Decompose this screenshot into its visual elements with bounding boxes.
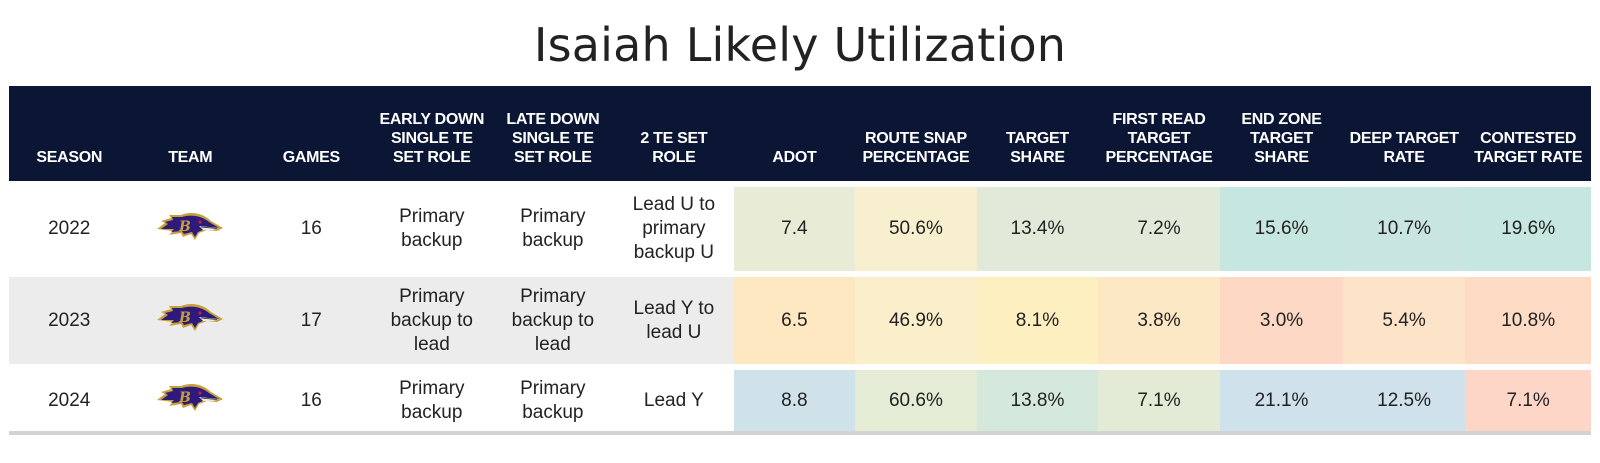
- header-team: TEAM: [168, 149, 213, 166]
- cell-contested: 7.1%: [1465, 367, 1591, 433]
- header-target-share: TARGET SHARE: [1006, 130, 1069, 166]
- cell-team: B: [130, 274, 252, 367]
- cell-deep: 10.7%: [1342, 184, 1466, 274]
- cell-deep: 12.5%: [1342, 367, 1466, 433]
- cell-late-down-role: Primary backup to lead: [511, 285, 595, 355]
- svg-text:B: B: [178, 390, 191, 406]
- header-early-down-role: EARLY DOWN SINGLE TE SET ROLE: [379, 111, 485, 166]
- cell-first-read: 7.2%: [1097, 184, 1221, 274]
- cell-adot: 6.5: [734, 274, 855, 367]
- cell-team: B: [130, 367, 252, 433]
- utilization-table: SEASON TEAM GAMES EARLY DOWN SINGLE TE S…: [9, 86, 1591, 435]
- cell-first-read: 3.8%: [1097, 274, 1221, 367]
- cell-season: 2024: [48, 389, 91, 411]
- cell-contested: 19.6%: [1465, 184, 1591, 274]
- cell-adot: 7.4: [734, 184, 855, 274]
- table-row: 2024 B 16 Primary backup Primary backup Lea…: [9, 367, 1591, 433]
- cell-adot: 8.8: [734, 367, 855, 433]
- cell-early-down-role: Primary backup: [399, 206, 465, 251]
- cell-target-share: 8.1%: [977, 274, 1098, 367]
- cell-early-down-role: Primary backup to lead: [390, 285, 474, 355]
- cell-target-share: 13.8%: [977, 367, 1098, 433]
- header-contested: CONTESTED TARGET RATE: [1474, 130, 1583, 166]
- cell-end-zone: 15.6%: [1220, 184, 1343, 274]
- baltimore-ravens-logo-icon: B: [157, 212, 224, 240]
- table-row: 2023 B 17 Primary backup to lead Primary b…: [9, 274, 1591, 367]
- cell-route-snap: 60.6%: [854, 367, 978, 433]
- cell-end-zone: 21.1%: [1220, 367, 1343, 433]
- cell-season: 2022: [48, 218, 91, 239]
- cell-route-snap: 46.9%: [854, 274, 978, 367]
- cell-deep: 5.4%: [1342, 274, 1466, 367]
- header-route-snap: ROUTE SNAP PERCENTAGE: [862, 130, 970, 166]
- cell-contested: 10.8%: [1465, 274, 1591, 367]
- cell-games: 17: [300, 309, 322, 331]
- cell-two-te-role: Lead Y to lead U: [633, 297, 715, 343]
- cell-season: 2023: [48, 309, 91, 331]
- header-season: SEASON: [36, 149, 103, 166]
- baltimore-ravens-logo-icon: B: [157, 304, 224, 331]
- header-late-down-role: LATE DOWN SINGLE TE SET ROLE: [506, 111, 600, 166]
- cell-games: 16: [300, 218, 322, 239]
- header-adot: ADOT: [772, 149, 817, 166]
- header-end-zone: END ZONE TARGET SHARE: [1241, 111, 1322, 166]
- table-row: 2022 B 16 Primary backup Primary backup Lea…: [9, 184, 1591, 274]
- cell-end-zone: 3.0%: [1220, 274, 1343, 367]
- cell-route-snap: 50.6%: [854, 184, 978, 274]
- baltimore-ravens-logo-icon: B: [157, 384, 224, 411]
- table-title: Isaiah Likely Utilization: [533, 18, 1067, 72]
- cell-first-read: 7.1%: [1097, 367, 1221, 433]
- svg-text:B: B: [178, 219, 191, 235]
- header-two-te-role: 2 TE SET ROLE: [640, 130, 708, 166]
- cell-early-down-role: Primary backup: [399, 377, 465, 423]
- cell-target-share: 13.4%: [977, 184, 1098, 274]
- header-row: SEASON TEAM GAMES EARLY DOWN SINGLE TE S…: [9, 86, 1591, 184]
- header-first-read: FIRST READ TARGET PERCENTAGE: [1105, 111, 1213, 166]
- cell-late-down-role: Primary backup: [520, 377, 586, 423]
- header-deep: DEEP TARGET RATE: [1349, 130, 1459, 166]
- cell-two-te-role: Lead Y: [643, 389, 704, 411]
- header-games: GAMES: [282, 149, 340, 166]
- cell-two-te-role: Lead U to primary backup U: [632, 194, 716, 263]
- cell-team: B: [130, 184, 252, 274]
- svg-text:B: B: [178, 310, 191, 326]
- cell-late-down-role: Primary backup: [520, 206, 586, 251]
- cell-games: 16: [300, 389, 322, 411]
